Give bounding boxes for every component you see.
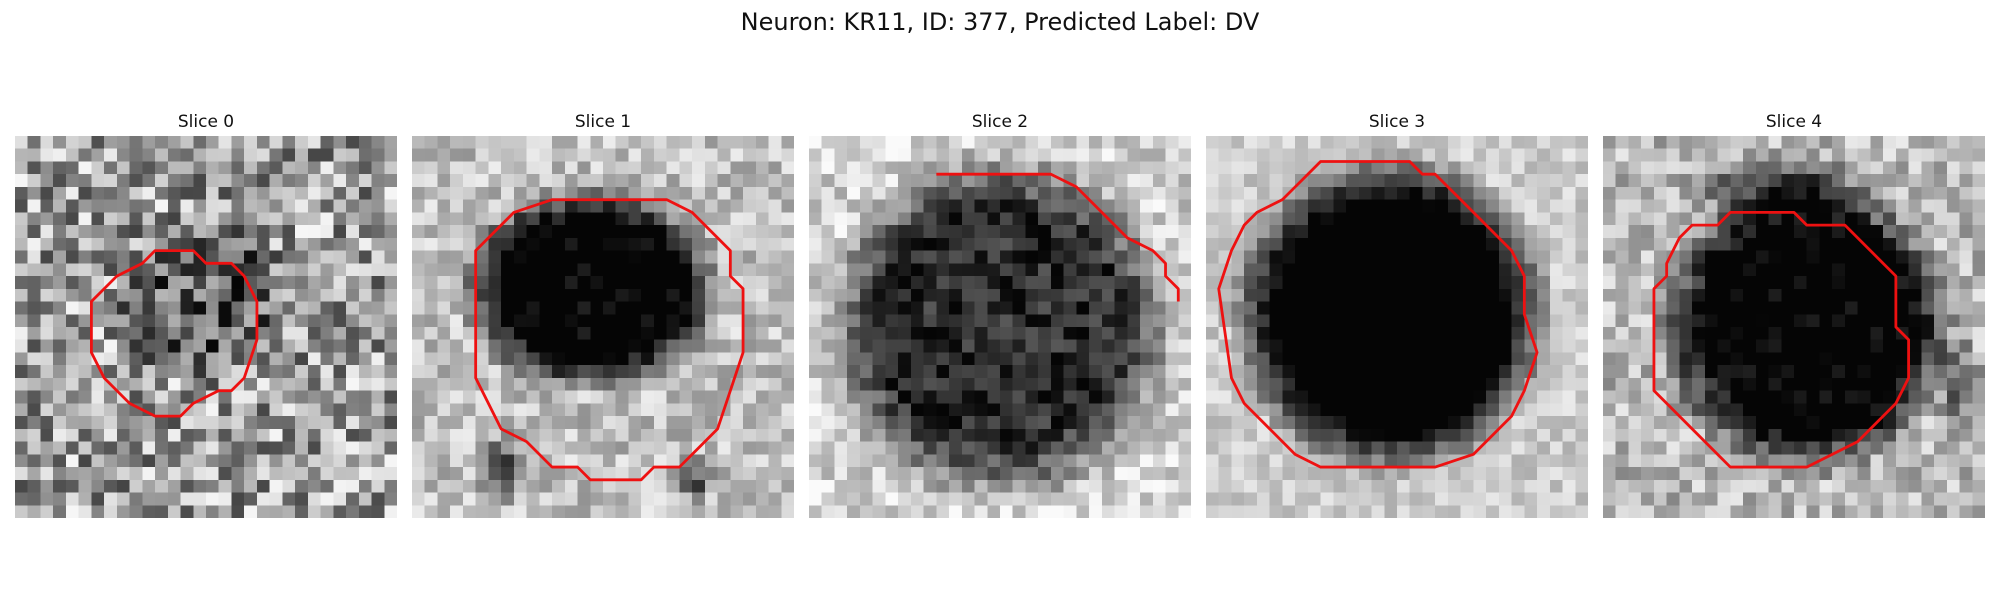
slice-panel: Slice 1 (412, 110, 794, 518)
figure-title: Neuron: KR11, ID: 377, Predicted Label: … (0, 8, 2000, 36)
slice-panel: Slice 0 (15, 110, 397, 518)
slice-title: Slice 2 (809, 110, 1191, 134)
slice-panel: Slice 4 (1603, 110, 1985, 518)
slice-title: Slice 0 (15, 110, 397, 134)
slice-panel: Slice 3 (1206, 110, 1588, 518)
slice-image (1603, 136, 1985, 518)
slice-image (1206, 136, 1588, 518)
slice-panel: Slice 2 (809, 110, 1191, 518)
slice-image (809, 136, 1191, 518)
slice-title: Slice 1 (412, 110, 794, 134)
slice-title: Slice 4 (1603, 110, 1985, 134)
slice-image (15, 136, 397, 518)
slice-image (412, 136, 794, 518)
slice-title: Slice 3 (1206, 110, 1588, 134)
